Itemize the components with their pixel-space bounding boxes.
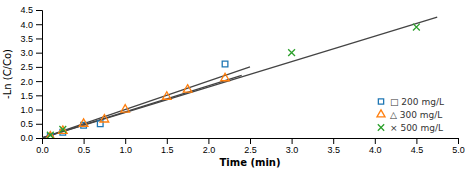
point xyxy=(288,49,295,56)
tick: 2.0 xyxy=(20,76,42,86)
tick-mark xyxy=(36,124,42,125)
tick: 1.0 xyxy=(119,138,132,155)
tick-label: 1.0 xyxy=(20,105,33,115)
tick: 2.5 xyxy=(20,62,42,72)
tick-label: 1.5 xyxy=(161,145,174,155)
tick-mark xyxy=(250,138,251,144)
point xyxy=(222,61,228,67)
x-axis: 0.0 0.5 1.0 1.5 2.0 2.5 3.0 3.5 4.0 4.5 5.0 xyxy=(36,138,465,155)
tick-label: 2.0 xyxy=(20,76,33,86)
tick-mark xyxy=(292,138,293,144)
tick-mark xyxy=(36,10,42,11)
point xyxy=(46,132,55,138)
point xyxy=(183,85,192,92)
tick: 3.0 xyxy=(286,138,299,155)
point xyxy=(100,115,109,122)
tick-label: 3.0 xyxy=(20,48,33,58)
tick-mark xyxy=(208,138,209,144)
legend-item: △ 300 mg/L xyxy=(377,110,442,120)
legend-symbol xyxy=(378,124,384,130)
x-axis-title: Time (min) xyxy=(219,157,280,168)
tick: 3.5 xyxy=(20,34,42,44)
tick: 3.0 xyxy=(20,48,42,58)
legend-item: × 500 mg/L xyxy=(378,123,443,133)
point xyxy=(413,24,420,31)
fit-line xyxy=(42,17,437,138)
tick-label: 2.5 xyxy=(244,145,257,155)
legend: □ 200 mg/L △ 300 mg/L × 500 mg/L xyxy=(377,97,444,133)
tick: 1.5 xyxy=(161,138,174,155)
point xyxy=(121,105,130,112)
tick: 2.5 xyxy=(244,138,257,155)
tick-label: 0.0 xyxy=(20,133,33,143)
tick-label: 2.0 xyxy=(203,145,216,155)
tick-mark xyxy=(36,24,42,25)
tick-mark xyxy=(36,81,42,82)
tick: 1.5 xyxy=(20,91,42,101)
tick: 2.0 xyxy=(203,138,216,155)
legend-label: □ 200 mg/L xyxy=(390,97,444,107)
tick-label: 3.0 xyxy=(286,145,299,155)
x-axis-line xyxy=(43,139,459,145)
legend-label: △ 300 mg/L xyxy=(390,110,442,120)
y-axis-line xyxy=(36,11,43,139)
tick: 4.5 xyxy=(411,138,424,155)
tick-label: 4.5 xyxy=(411,145,424,155)
tick: 1.0 xyxy=(20,105,42,115)
tick: 0.0 xyxy=(36,138,49,155)
tick-label: 0.0 xyxy=(36,145,49,155)
tick-mark xyxy=(36,67,42,68)
tick-mark xyxy=(375,138,376,144)
tick: 4.0 xyxy=(20,20,42,30)
tick: 4.0 xyxy=(369,138,382,155)
tick: 3.5 xyxy=(327,138,340,155)
point-series xyxy=(47,61,227,138)
tick: 4.5 xyxy=(20,5,42,15)
tick-mark xyxy=(458,138,459,144)
tick-label: 0.5 xyxy=(20,119,33,129)
tick-label: 4.0 xyxy=(369,145,382,155)
tick-label: 3.5 xyxy=(20,34,33,44)
tick-label: 5.0 xyxy=(452,145,465,155)
point xyxy=(47,132,54,138)
tick-mark xyxy=(36,38,42,39)
legend-symbol xyxy=(378,99,383,104)
tick-mark xyxy=(36,95,42,96)
tick-label: 4.5 xyxy=(20,5,33,15)
legend-label: × 500 mg/L xyxy=(390,123,443,133)
legend-symbol xyxy=(377,110,385,117)
fit-line xyxy=(42,67,250,138)
tick-label: 3.5 xyxy=(327,145,340,155)
tick-label: 4.0 xyxy=(20,20,33,30)
tick: 0.0 xyxy=(20,133,42,143)
tick-label: 1.5 xyxy=(20,91,33,101)
point xyxy=(59,126,68,133)
point-series xyxy=(46,73,229,138)
point xyxy=(79,119,88,126)
chart: 0.0 0.5 1.0 1.5 2.0 2.5 3.0 3.5 4.0 4.5 5.0 0.0 0.5 1… xyxy=(0,0,474,170)
tick-mark xyxy=(36,110,42,111)
point-series xyxy=(47,24,420,138)
y-axis-title: -Ln (C/Co) xyxy=(2,49,13,99)
tick-label: 1.0 xyxy=(119,145,132,155)
tick-mark xyxy=(125,138,126,144)
tick-mark xyxy=(36,53,42,54)
y-axis: 0.0 0.5 1.0 1.5 2.0 2.5 3.0 3.5 4.0 4.5 xyxy=(20,5,42,143)
tick-mark xyxy=(416,138,417,144)
legend-item: □ 200 mg/L xyxy=(378,97,444,107)
tick-mark xyxy=(167,138,168,144)
tick-mark xyxy=(84,138,85,144)
marks xyxy=(42,17,437,138)
point xyxy=(59,126,66,133)
plot: 0.0 0.5 1.0 1.5 2.0 2.5 3.0 3.5 4.0 4.5 5.0 0.0 0.5 1… xyxy=(20,5,464,155)
tick: 0.5 xyxy=(20,119,42,129)
tick-mark xyxy=(36,138,42,139)
tick: 5.0 xyxy=(452,138,465,155)
tick-label: 0.5 xyxy=(78,145,91,155)
tick: 0.5 xyxy=(78,138,91,155)
tick-label: 2.5 xyxy=(20,62,33,72)
tick-mark xyxy=(333,138,334,144)
point xyxy=(221,73,230,80)
point xyxy=(163,92,172,99)
